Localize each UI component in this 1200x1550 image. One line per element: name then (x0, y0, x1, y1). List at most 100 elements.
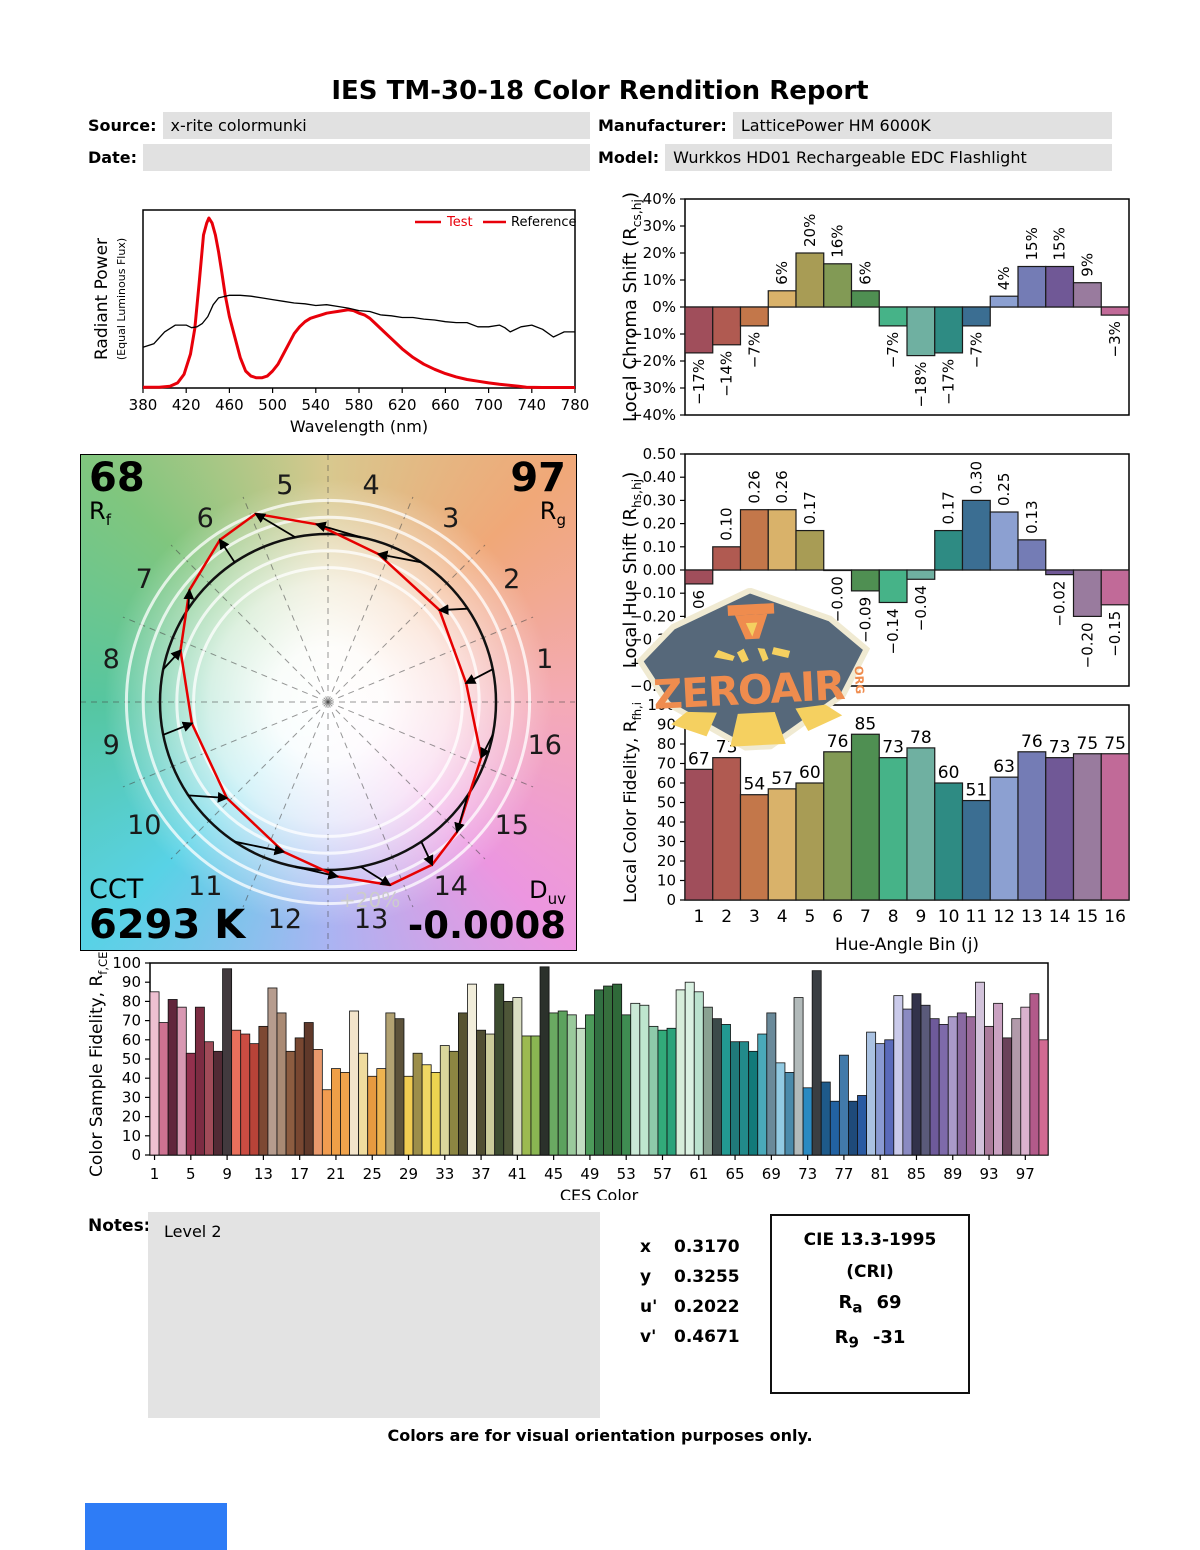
notes-label: Notes: (88, 1216, 151, 1236)
bar (730, 1041, 740, 1156)
model-field[interactable]: Wurkkos HD01 Rechargeable EDC Flashlight (665, 144, 1112, 171)
spoke (170, 701, 329, 860)
y-tick-label: 70 (657, 755, 676, 773)
manufacturer-field[interactable]: LatticePower HM 6000K (732, 112, 1112, 139)
bar (823, 569, 853, 572)
rg-score: 97 Rg (510, 455, 566, 529)
bar-label: −17% (690, 359, 708, 405)
bar-label: 85 (855, 714, 877, 734)
bar (775, 1062, 786, 1156)
bar (965, 1016, 976, 1156)
bar-label: 60 (938, 763, 960, 783)
bar (850, 290, 880, 308)
bar (820, 1081, 831, 1156)
bar (612, 983, 623, 1156)
bar-label: 57 (771, 769, 793, 789)
bar (439, 1045, 450, 1156)
shift-arrow (454, 795, 469, 834)
hue-bin-number: 8 (103, 644, 120, 675)
y-tick-label: 40 (122, 1069, 141, 1087)
bar (249, 1043, 260, 1156)
x-tick-label: 460 (215, 396, 244, 414)
bar (684, 981, 695, 1156)
rf-score: 68 Rf (89, 455, 145, 529)
bar (802, 1087, 813, 1156)
x-tick-label: 420 (172, 396, 201, 414)
shift-arrow (162, 649, 182, 670)
bar (934, 306, 964, 354)
bar (376, 1068, 387, 1156)
legend-label: Reference (511, 215, 576, 230)
bar (795, 782, 825, 901)
source-field[interactable]: x-rite colormunki (162, 112, 590, 139)
color-vector-graphic: 1 2 3 4 5 6 7 8 9 10 11 12 13 14 15 16 +20% 68 Rf 97 Rg … (80, 454, 577, 951)
y-tick-label: 0% (652, 298, 676, 316)
bar (848, 1100, 858, 1156)
hue-bin-number: 12 (268, 904, 302, 935)
bar (829, 1100, 840, 1156)
x-tick-label: 33 (435, 1165, 454, 1183)
shift-arrow (254, 512, 296, 539)
u-prime-value: 0.2022 (674, 1297, 740, 1317)
y-tick-label: 50 (657, 794, 676, 812)
bar (767, 509, 797, 571)
x-tick-label: 81 (871, 1165, 890, 1183)
bar (702, 1006, 713, 1156)
bar-label: 16% (829, 224, 847, 257)
bar (712, 546, 742, 571)
hue-bin-number: 2 (503, 564, 520, 595)
pct-ring (141, 515, 515, 889)
x-tick-label: 660 (431, 396, 460, 414)
spoke (242, 701, 329, 908)
bar (961, 306, 991, 327)
y-tick-label: 20 (122, 1108, 141, 1126)
bar (823, 263, 853, 308)
bar (784, 1072, 795, 1156)
y-tick-label: −20% (630, 352, 676, 370)
bar-label: 63 (993, 757, 1015, 777)
x-tick-label: 29 (399, 1165, 418, 1183)
plot-border (142, 209, 576, 389)
hue-bin-number: 5 (276, 470, 293, 501)
bar (1038, 1039, 1049, 1156)
y-tick-label: 10 (122, 1127, 141, 1145)
y-tick-label: −30% (630, 379, 676, 397)
flashlight-icon (727, 603, 775, 616)
x-tick-label: 13 (254, 1165, 273, 1183)
bar (394, 1018, 405, 1156)
axis-title: Local Chroma Shift (Rcs,hj) (620, 192, 644, 422)
bar-label: 54 (744, 775, 766, 795)
bar-label: −7% (745, 332, 763, 368)
shift-arrow (437, 604, 468, 616)
bar (757, 1033, 768, 1156)
bar-label: −0.00 (829, 576, 847, 622)
bar (621, 1014, 632, 1156)
x-tick-label: 12 (993, 907, 1015, 927)
bar (276, 1012, 287, 1156)
x-tick-label: 9 (222, 1165, 232, 1183)
x-tick-label: 380 (129, 396, 158, 414)
spoke (327, 544, 486, 703)
manufacturer-label: Manufacturer: (598, 116, 727, 135)
zeroair-watermark-logo: ZEROAIR ORG (636, 587, 871, 752)
bar-label: 6% (856, 261, 874, 285)
source-label: Source: (88, 116, 157, 135)
bar (989, 511, 1019, 571)
bar-label: 73 (882, 738, 904, 758)
bar (430, 1072, 441, 1156)
notes-field[interactable]: Level 2 (148, 1212, 600, 1418)
bar (340, 1072, 350, 1156)
axis-title: Local Hue Shift (Rhs,hj) (620, 472, 644, 668)
bar (367, 1075, 378, 1156)
bar (403, 1075, 414, 1156)
date-field[interactable] (142, 144, 590, 171)
bar (349, 1010, 360, 1156)
header-left-column: Source: x-rite colormunki Date: (88, 112, 590, 176)
bar (1017, 265, 1047, 308)
hue-bin-number: 14 (434, 871, 468, 902)
bar (766, 1012, 777, 1156)
bar (1100, 306, 1130, 316)
x-tick-label: 16 (1104, 907, 1126, 927)
